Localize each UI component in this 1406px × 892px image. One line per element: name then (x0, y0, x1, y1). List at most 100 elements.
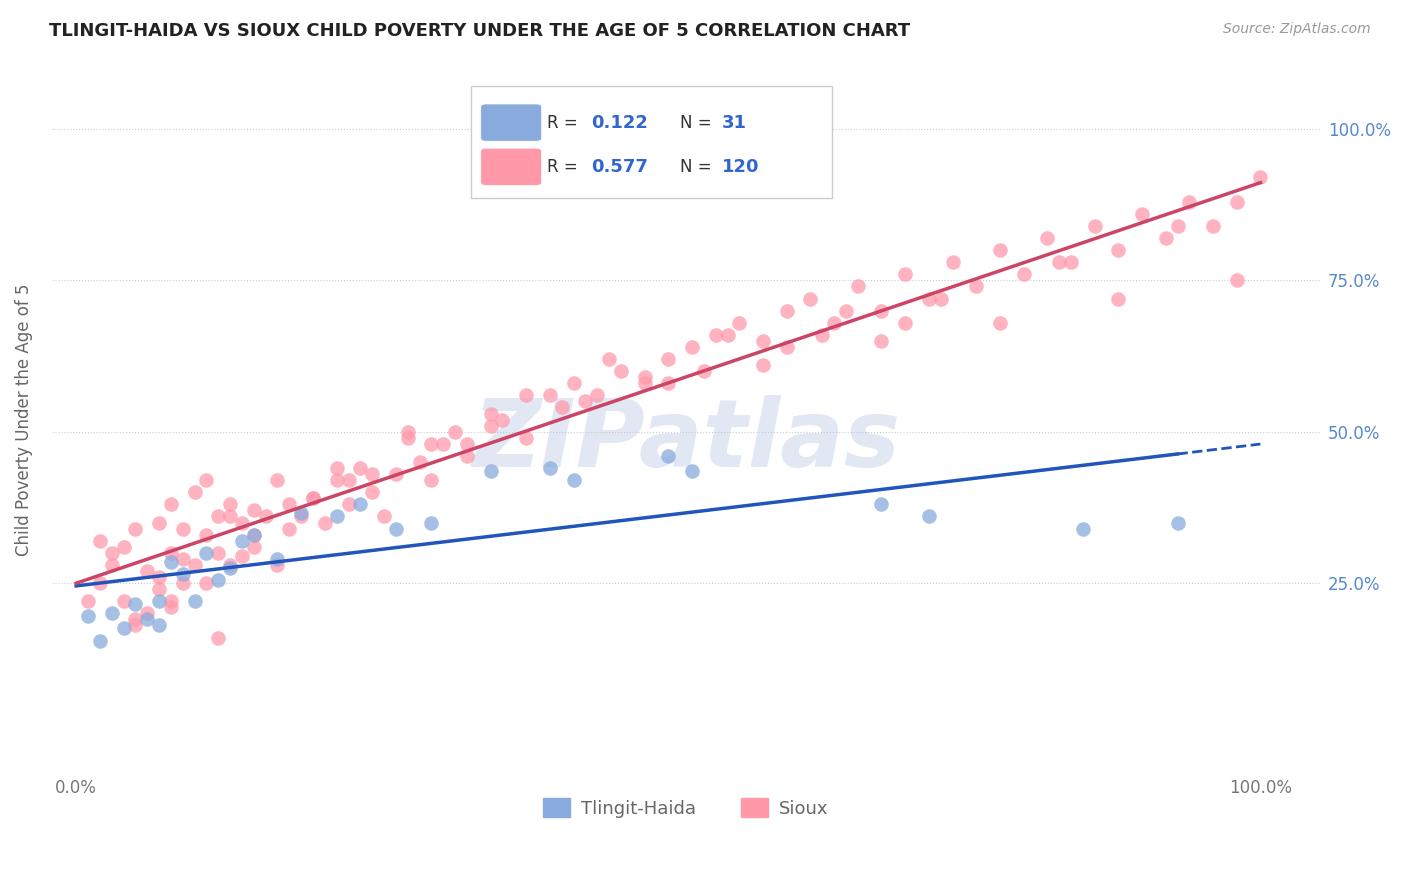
Point (314, 516, 336, 530)
Point (1047, 255, 1070, 269)
Point (965, 279, 987, 293)
Text: 0.122: 0.122 (591, 113, 648, 132)
Text: N =: N = (679, 113, 717, 132)
Point (148, 516, 170, 530)
Point (1012, 268, 1035, 282)
Point (823, 316, 845, 330)
Point (444, 425, 467, 439)
Point (456, 449, 478, 463)
Point (1071, 522, 1094, 536)
FancyBboxPatch shape (481, 104, 541, 141)
Point (337, 497, 360, 511)
Point (456, 437, 478, 451)
Point (124, 522, 146, 536)
Point (89, 633, 111, 648)
Point (385, 522, 408, 536)
Point (325, 509, 347, 524)
Text: 0.577: 0.577 (591, 158, 648, 176)
Point (160, 555, 183, 569)
Point (325, 473, 347, 487)
Point (231, 549, 253, 563)
Point (1249, 170, 1271, 185)
Point (112, 540, 135, 554)
Point (242, 503, 264, 517)
Point (941, 255, 963, 269)
Point (207, 546, 229, 560)
Point (112, 594, 135, 608)
Point (172, 576, 194, 591)
Point (100, 558, 122, 572)
Point (278, 497, 301, 511)
Point (479, 418, 502, 433)
Point (136, 564, 159, 578)
Point (515, 388, 537, 402)
Point (846, 279, 869, 293)
Point (396, 431, 419, 445)
Point (242, 540, 264, 554)
Point (349, 497, 371, 511)
Point (870, 334, 893, 348)
Point (1167, 516, 1189, 530)
Point (207, 509, 229, 524)
Point (586, 388, 609, 402)
Point (183, 485, 205, 500)
Point (124, 612, 146, 626)
Point (112, 622, 135, 636)
Point (195, 473, 218, 487)
Text: 120: 120 (721, 158, 759, 176)
Point (136, 607, 159, 621)
Point (160, 594, 183, 608)
Point (929, 292, 952, 306)
Point (420, 437, 443, 451)
Point (776, 303, 799, 318)
Point (148, 582, 170, 596)
Point (728, 316, 751, 330)
Point (124, 618, 146, 632)
Point (610, 364, 633, 378)
Point (420, 473, 443, 487)
Point (219, 561, 242, 575)
Point (515, 431, 537, 445)
Text: N =: N = (679, 158, 717, 176)
Point (1154, 231, 1177, 245)
Point (373, 509, 395, 524)
Point (1060, 255, 1083, 269)
Point (1107, 243, 1129, 257)
Point (918, 292, 941, 306)
Point (89, 576, 111, 591)
Text: ZIPatlas: ZIPatlas (472, 394, 900, 487)
Point (337, 473, 360, 487)
Point (172, 551, 194, 566)
Point (657, 352, 679, 367)
Point (89, 533, 111, 548)
Text: R =: R = (547, 158, 582, 176)
Point (349, 461, 371, 475)
Text: Source: ZipAtlas.com: Source: ZipAtlas.com (1223, 22, 1371, 37)
Point (716, 327, 738, 342)
Point (598, 352, 620, 367)
Legend: Tlingit-Haida, Sioux: Tlingit-Haida, Sioux (536, 791, 837, 825)
Point (266, 558, 288, 572)
Point (408, 455, 430, 469)
Point (266, 473, 288, 487)
Point (894, 268, 917, 282)
Text: 31: 31 (721, 113, 747, 132)
Point (835, 303, 858, 318)
Point (479, 407, 502, 421)
Point (562, 376, 585, 391)
Point (100, 546, 122, 560)
Point (172, 522, 194, 536)
Point (693, 364, 716, 378)
Point (242, 527, 264, 541)
Point (1226, 194, 1249, 209)
Point (420, 516, 443, 530)
Point (290, 507, 312, 521)
Point (432, 437, 454, 451)
Point (266, 551, 288, 566)
Point (148, 570, 170, 584)
Point (183, 558, 205, 572)
Point (657, 449, 679, 463)
Point (776, 340, 799, 354)
Point (160, 497, 183, 511)
Point (148, 618, 170, 632)
